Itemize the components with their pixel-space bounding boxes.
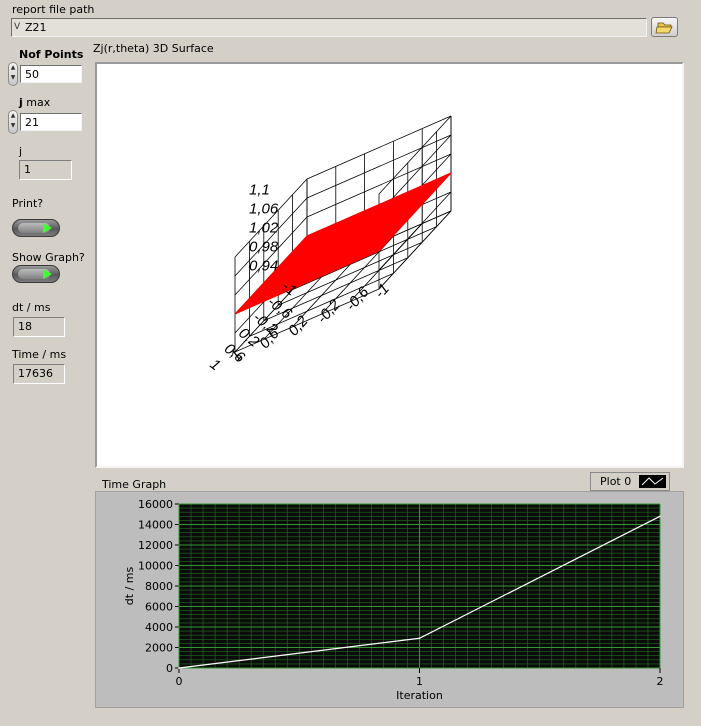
j-max-field[interactable]: 21	[20, 113, 82, 131]
time-indicator: 17636	[13, 364, 65, 384]
y-tick-label: 10000	[138, 560, 173, 573]
back-wall-gridline	[306, 153, 452, 218]
floor-gridline	[349, 223, 423, 302]
time-label: Time / ms	[12, 348, 67, 361]
nof-points-field[interactable]: 50	[20, 65, 82, 83]
y-tick-label: 6000	[145, 601, 173, 614]
folder-open-icon	[655, 22, 673, 34]
left-wall-gridline	[234, 178, 308, 258]
z-tick-label: 1,06	[249, 201, 279, 218]
floor-gridline	[234, 288, 380, 353]
surface-plot[interactable]: 1,1 1,06 1,02 0,98 0,94 -1 -0,6 -0,2 0,2 0,6 1 1 0,6…	[95, 62, 684, 468]
floor-gridline	[321, 235, 394, 315]
y-tick-label: 14000	[138, 519, 173, 532]
back-wall-gridline	[306, 134, 452, 199]
data-point	[659, 515, 661, 518]
z-tick-label: 0,98	[249, 239, 279, 256]
x-tick-label: 2	[657, 675, 664, 688]
data-point	[178, 667, 180, 669]
j-label: j	[19, 145, 23, 158]
report-file-path-field[interactable]: 𝖵 Z21	[11, 18, 647, 37]
x-tick-label: 1	[416, 675, 423, 688]
nof-points-label: Nof Points	[19, 48, 84, 61]
y-tick-label: 4000	[145, 621, 173, 634]
surface-title: Zj(r,theta) 3D Surface	[93, 42, 214, 55]
left-wall-gridline	[234, 216, 308, 296]
y-tick-label: 1	[207, 356, 224, 375]
legend-swatch	[639, 475, 666, 488]
show-graph-toggle[interactable]	[12, 265, 60, 283]
z-tick-label: 1,1	[249, 182, 270, 199]
data-point	[418, 637, 421, 640]
y-tick-label: 12000	[138, 539, 173, 552]
floor-gridline	[263, 257, 408, 322]
y-tick-label: 2000	[145, 642, 173, 655]
report-file-path-value: Z21	[25, 21, 47, 34]
report-file-path-label: report file path	[12, 3, 95, 16]
left-wall-gridline	[234, 197, 308, 277]
plot-legend[interactable]: Plot 0	[590, 472, 670, 491]
print-label: Print?	[12, 197, 44, 210]
print-toggle[interactable]	[12, 219, 60, 237]
j-max-spinner[interactable]: ▲ ▼	[8, 110, 18, 134]
x-tick-label: 0	[176, 675, 183, 688]
surface-canvas: 1,11,061,020,980,94-1-0,6-0,20,20,61 10,6…	[207, 115, 452, 375]
y-tick-label: 0	[166, 662, 173, 675]
floor-gridline	[292, 226, 437, 290]
x-tick-label: -1	[371, 280, 393, 301]
y-axis-label: dt / ms	[123, 567, 136, 606]
dt-label: dt / ms	[12, 301, 51, 314]
x-tick-label: -0,6	[343, 283, 373, 314]
nof-points-spinner[interactable]: ▲ ▼	[8, 62, 18, 86]
legend-label: Plot 0	[600, 475, 632, 488]
z-tick-label: 0,94	[249, 258, 278, 275]
path-icon: 𝖵	[14, 22, 21, 32]
floor-gridline	[249, 273, 394, 337]
browse-button[interactable]	[651, 17, 678, 37]
time-graph-title: Time Graph	[102, 478, 167, 491]
x-tick-label: -0,2	[314, 296, 344, 327]
x-axis-label: Iteration	[396, 689, 443, 702]
z-tick-label: 1,02	[249, 220, 279, 237]
j-indicator: 1	[19, 160, 72, 180]
show-graph-label: Show Graph?	[12, 251, 85, 264]
back-wall-gridline	[306, 115, 452, 180]
time-graph[interactable]: 0 2000 4000 6000 8000 10000 12000 14000 16000 0 1 2…	[95, 491, 684, 708]
floor-gridline	[378, 210, 452, 290]
time-graph-canvas: 0 2000 4000 6000 8000 10000 12000 14000 16000 0 1 2…	[123, 498, 664, 702]
floor-gridline	[278, 241, 423, 306]
y-tick-label: 8000	[145, 580, 173, 593]
surface-sheet	[234, 172, 452, 315]
y-tick-label: 16000	[138, 498, 173, 511]
side-wall-gridline	[378, 115, 452, 195]
j-max-label: j max	[19, 96, 51, 109]
dt-indicator: 18	[13, 317, 65, 337]
